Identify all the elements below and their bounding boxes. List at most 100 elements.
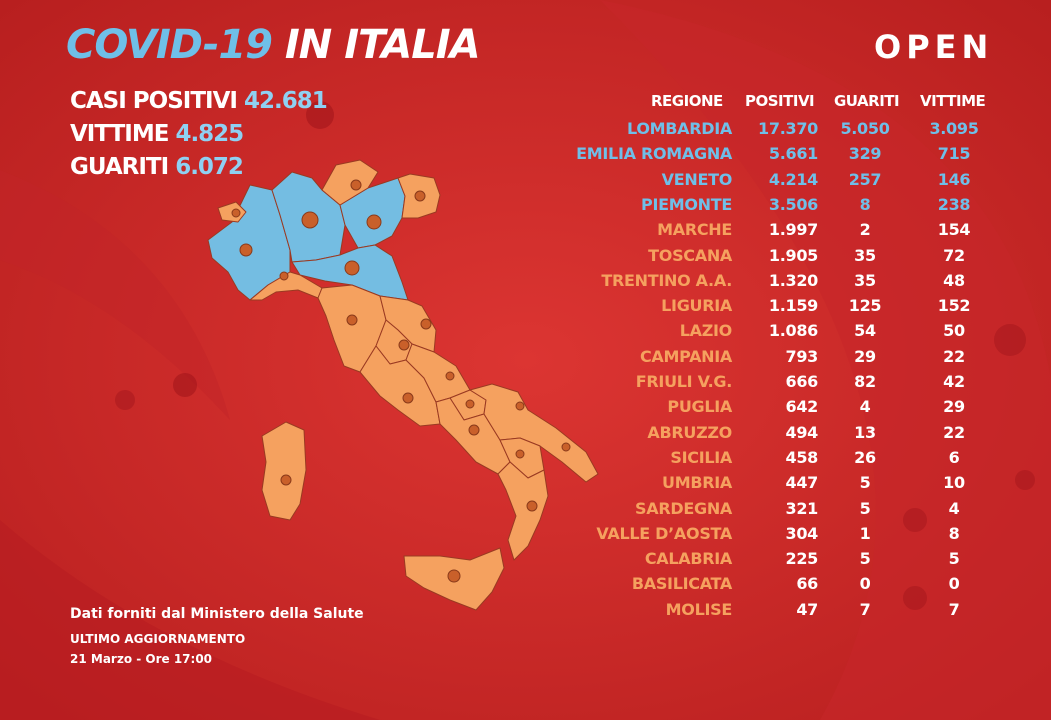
cell-positivi: 793 — [785, 346, 819, 366]
cell-vittime: 715 — [937, 144, 971, 164]
cell-positivi: 1.159 — [768, 296, 818, 316]
cell-guariti: 82 — [854, 372, 876, 391]
stat-value: 6.072 — [175, 154, 244, 180]
cell-positivi: 666 — [785, 372, 819, 391]
stat-value: 42.681 — [243, 88, 328, 114]
cell-guariti: 329 — [848, 144, 882, 164]
cell-regione: LIGURIA — [661, 296, 732, 316]
cell-vittime: 154 — [937, 220, 971, 240]
cell-guariti: 5 — [859, 473, 871, 493]
cell-positivi: 447 — [785, 473, 819, 493]
cell-positivi: 225 — [785, 549, 819, 569]
cell-regione: PUGLIA — [667, 397, 732, 417]
cell-vittime: 42 — [943, 372, 965, 391]
cell-guariti: 54 — [854, 321, 876, 341]
cell-regione: SICILIA — [670, 447, 732, 467]
stat-casi-positivi: CASI POSITIVI 42.681 — [70, 88, 328, 114]
cell-vittime: 4 — [948, 498, 960, 518]
cell-vittime: 0 — [948, 574, 960, 594]
cell-regione: TRENTINO A.A. — [601, 270, 732, 290]
stat-value: 4.825 — [175, 121, 244, 147]
header-regione: REGIONE — [651, 92, 723, 110]
cell-vittime: 29 — [943, 397, 965, 417]
cell-regione: FRIULI V.G. — [635, 372, 733, 391]
cell-guariti: 1 — [859, 523, 871, 543]
cell-positivi: 1.905 — [768, 245, 818, 265]
cell-positivi: 3.506 — [768, 194, 818, 214]
cell-vittime: 152 — [937, 296, 971, 316]
source-note: Dati forniti dal Ministero della Salute — [70, 606, 364, 622]
map-region-trentino — [321, 159, 379, 206]
cell-vittime: 238 — [937, 194, 971, 214]
cell-vittime: 3.095 — [929, 119, 979, 138]
cell-vittime: 22 — [943, 422, 965, 442]
cell-guariti: 7 — [859, 599, 871, 619]
cell-guariti: 257 — [848, 169, 882, 189]
cell-guariti: 8 — [859, 194, 871, 214]
cell-vittime: 48 — [943, 270, 965, 290]
page-title: COVID-19 IN ITALIA — [66, 22, 481, 68]
cell-positivi: 5.661 — [768, 144, 818, 164]
cell-guariti: 29 — [854, 346, 876, 366]
cell-guariti: 125 — [848, 296, 882, 316]
map-region-sardegna — [261, 421, 307, 521]
cell-guariti: 26 — [854, 447, 876, 467]
cell-regione: SARDEGNA — [635, 498, 732, 518]
cell-regione: EMILIA ROMAGNA — [576, 144, 732, 164]
update-date: 21 Marzo - Ore 17:00 — [70, 652, 213, 666]
cell-vittime: 50 — [943, 321, 965, 341]
cell-vittime: 146 — [937, 169, 971, 189]
stat-label: CASI POSITIVI — [70, 88, 238, 114]
cell-vittime: 7 — [948, 599, 960, 619]
open-logo: OPEN — [874, 28, 994, 66]
cell-guariti: 5 — [859, 549, 871, 569]
cell-regione: ABRUZZO — [647, 422, 732, 442]
map-region-puglia — [469, 383, 599, 483]
cell-guariti: 5.050 — [840, 119, 890, 138]
update-label: ULTIMO AGGIORNAMENTO — [70, 632, 246, 646]
title-covid: COVID-19 — [66, 22, 273, 68]
cell-guariti: 5 — [859, 498, 871, 518]
cell-regione: MARCHE — [657, 220, 732, 240]
cell-regione: UMBRIA — [662, 473, 732, 493]
cell-vittime: 5 — [948, 549, 960, 569]
cell-regione: BASILICATA — [631, 574, 732, 594]
cell-regione: CALABRIA — [644, 549, 732, 569]
cell-vittime: 22 — [943, 346, 965, 366]
cell-regione: TOSCANA — [648, 245, 732, 265]
cell-positivi: 66 — [796, 574, 818, 594]
cell-positivi: 1.997 — [768, 220, 818, 240]
italy-map — [207, 159, 599, 611]
cell-regione: PIEMONTE — [641, 194, 732, 214]
header-positivi: POSITIVI — [745, 92, 815, 110]
cell-guariti: 2 — [859, 220, 871, 240]
cell-regione: MOLISE — [665, 599, 733, 619]
cell-positivi: 321 — [785, 498, 819, 518]
stat-label: VITTIME — [70, 121, 169, 147]
cell-guariti: 35 — [854, 245, 876, 265]
cell-positivi: 47 — [796, 599, 818, 619]
cell-positivi: 458 — [785, 447, 819, 467]
cell-regione: LAZIO — [679, 321, 733, 341]
stat-label: GUARITI — [70, 154, 169, 180]
map-region-calabria — [497, 461, 549, 561]
cell-guariti: 13 — [854, 422, 876, 442]
header-guariti: GUARITI — [834, 92, 900, 110]
cell-positivi: 17.370 — [758, 119, 818, 138]
stat-guariti: GUARITI 6.072 — [70, 154, 244, 180]
cell-vittime: 72 — [943, 245, 965, 265]
cell-positivi: 304 — [785, 523, 819, 543]
cell-positivi: 4.214 — [768, 169, 818, 189]
cell-regione: LOMBARDIA — [627, 119, 732, 138]
cell-regione: CAMPANIA — [639, 346, 732, 366]
cell-vittime: 8 — [948, 523, 960, 543]
cell-positivi: 1.320 — [768, 270, 818, 290]
cell-positivi: 1.086 — [768, 321, 818, 341]
title-italia: IN ITALIA — [284, 22, 481, 68]
cell-guariti: 0 — [859, 574, 871, 594]
header-vittime: VITTIME — [920, 92, 986, 110]
cell-positivi: 494 — [785, 422, 819, 442]
cell-vittime: 6 — [948, 447, 960, 467]
stat-vittime: VITTIME 4.825 — [70, 121, 244, 147]
